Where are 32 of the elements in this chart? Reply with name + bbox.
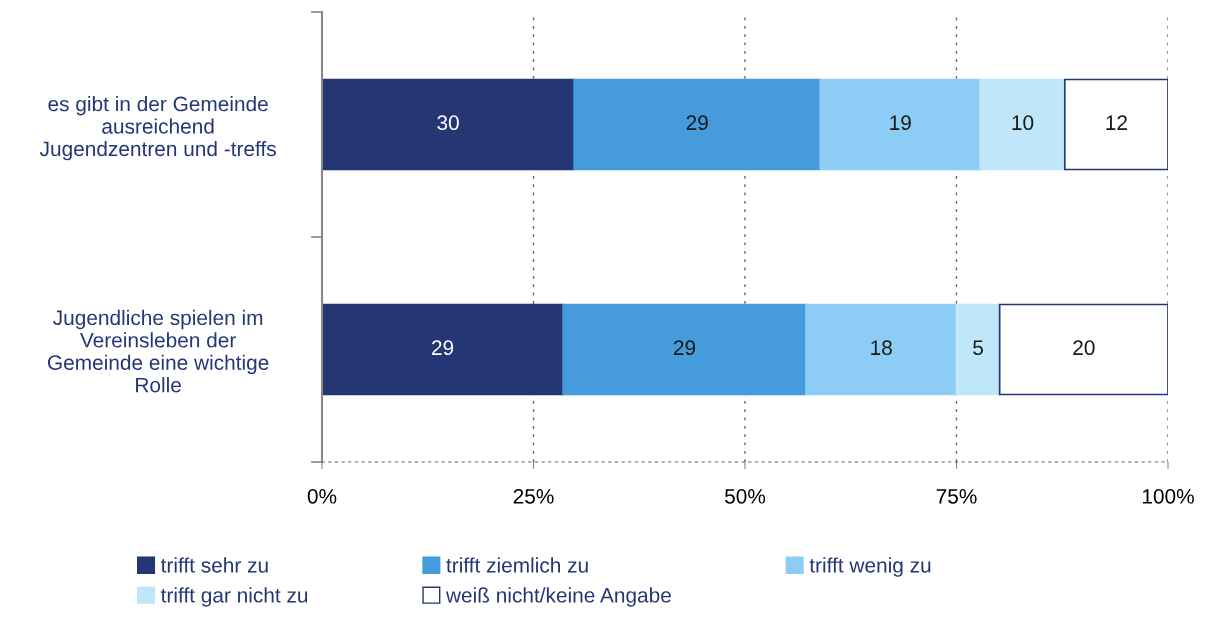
bar <box>955 303 1001 396</box>
x-tick-label: 25% <box>513 488 554 504</box>
bar <box>1063 78 1168 171</box>
data-label: 5 <box>973 340 983 356</box>
legend-label: weiß nicht/keine Angabe <box>445 587 671 607</box>
x-tick-label: 0% <box>307 488 337 504</box>
bar <box>805 303 958 396</box>
y-tick-label: Jugendliche spielen im Vereinsleben der Gemeinde eine wichtige Rolle <box>47 309 269 393</box>
bar <box>562 303 807 396</box>
data-label: 12 <box>1106 115 1127 130</box>
data-label: 29 <box>673 340 696 356</box>
bar <box>819 78 982 171</box>
data-label: 29 <box>432 340 454 356</box>
data-label: 30 <box>437 115 459 131</box>
y-tick-label: es gibt in der Gemeinde ausreichend Jugendzentren und -treffs <box>39 96 276 161</box>
bar <box>573 78 822 171</box>
legend-label: trifft gar nicht zu <box>160 587 308 607</box>
x-tick-label: 50% <box>724 488 766 504</box>
data-label: 20 <box>1073 340 1095 356</box>
bar <box>998 303 1168 396</box>
bar <box>979 78 1066 171</box>
x-tick-label: 75% <box>936 489 977 504</box>
data-label: 19 <box>890 115 911 131</box>
legend-label: trifft ziemlich zu <box>446 557 588 573</box>
bar <box>322 78 575 171</box>
legend-label: trifft sehr zu <box>160 557 268 573</box>
bar <box>322 303 564 396</box>
data-label: 10 <box>1012 115 1034 131</box>
x-tick-label: 100% <box>1142 488 1194 504</box>
legend-label: trifft wenig zu <box>809 557 931 577</box>
data-label: 18 <box>871 340 892 356</box>
data-label: 29 <box>686 115 708 131</box>
